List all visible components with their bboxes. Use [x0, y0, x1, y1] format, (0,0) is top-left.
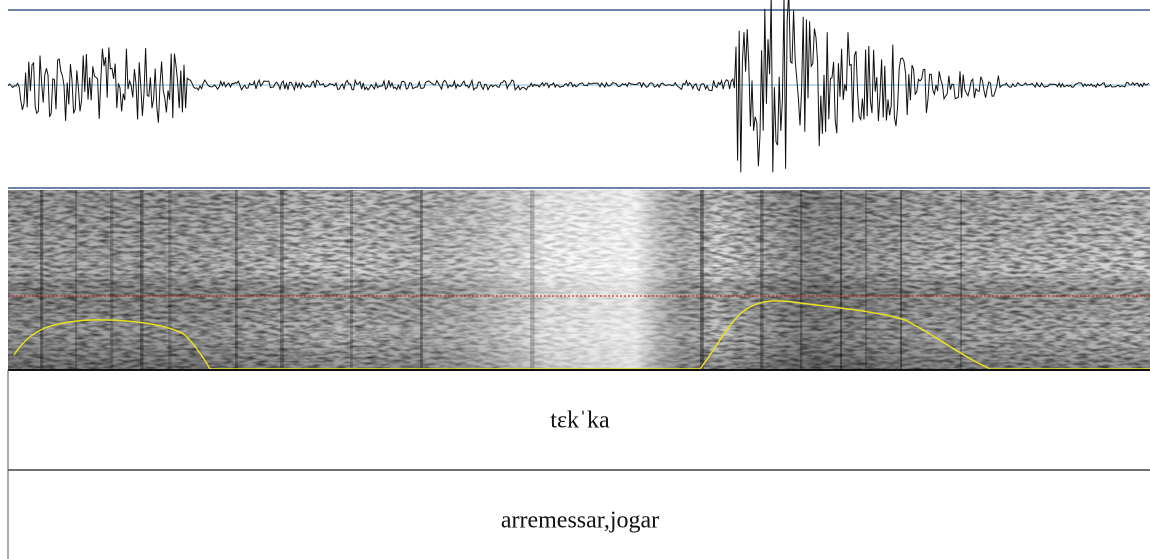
spectrogram-stripe: [280, 190, 284, 370]
spectrogram-stripe: [840, 190, 842, 370]
praat-editor: tɛkˈka arremessar,jogar: [0, 0, 1150, 559]
spectrogram-stripe: [168, 190, 172, 370]
tier-2: arremessar,jogar: [501, 508, 659, 534]
spectrogram-stripe: [760, 190, 764, 370]
spectrogram-stripe: [800, 190, 802, 370]
spectrogram-stripe: [865, 190, 867, 370]
spectrogram-shade: [8, 190, 1150, 370]
spectrogram-stripe: [235, 190, 238, 370]
spectrogram-stripe: [530, 190, 535, 370]
spectrogram-stripe: [110, 190, 113, 370]
spectrogram-stripe: [350, 190, 353, 370]
spectrogram-stripe: [75, 190, 77, 370]
waveform: [8, 0, 1149, 172]
spectrogram-stripe: [140, 190, 144, 370]
spectrogram-stripe: [40, 190, 43, 370]
spectrogram-stripe: [700, 190, 704, 370]
tier-label: tɛkˈka: [550, 408, 610, 434]
spectrogram-stripe: [960, 190, 962, 370]
spectrogram-panel: [8, 190, 1150, 370]
page: tɛkˈka arremessar,jogar (() => { const d…: [0, 0, 1150, 559]
spectrogram-stripe: [900, 190, 902, 370]
tier-label: arremessar,jogar: [501, 508, 659, 534]
spectrogram-stripe: [420, 190, 423, 370]
waveform-panel: [8, 0, 1150, 188]
